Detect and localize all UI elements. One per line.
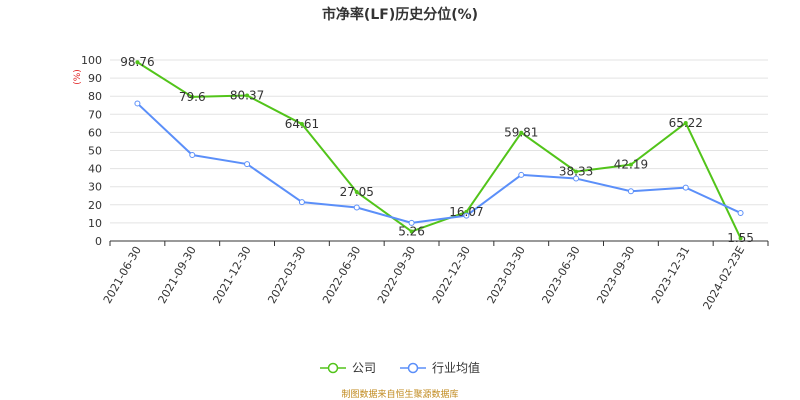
- x-tick-label: 2022-09-30: [375, 244, 418, 306]
- legend-item-industry-avg[interactable]: 行业均值: [400, 359, 480, 376]
- series-line-company: [136, 61, 742, 239]
- data-point-industry-avg: [298, 199, 305, 206]
- data-label: 80.37: [230, 89, 264, 103]
- legend-item-company[interactable]: 公司: [319, 359, 376, 376]
- data-label: 1.55: [727, 231, 754, 245]
- y-tick-label: 80: [88, 90, 102, 103]
- y-tick-label: 90: [88, 72, 102, 85]
- x-tick-label: 2024-02-23E: [700, 244, 747, 312]
- y-tick-label: 20: [88, 199, 102, 212]
- y-tick-label: 10: [88, 217, 102, 230]
- data-point-company: [409, 229, 414, 234]
- data-label: 98.76: [120, 55, 154, 69]
- data-point-company: [683, 120, 688, 125]
- data-point-industry-avg: [573, 175, 580, 182]
- data-label: 64.61: [285, 117, 319, 131]
- y-tick-label: 100: [81, 54, 102, 67]
- data-label: 42.19: [614, 158, 648, 172]
- x-tick-label: 2023-09-30: [594, 244, 637, 306]
- x-tick-label: 2021-12-30: [210, 244, 253, 306]
- y-tick-label: 40: [88, 163, 102, 176]
- x-tick-label: 2023-06-30: [539, 244, 582, 306]
- data-point-industry-avg: [518, 171, 525, 178]
- data-point-company: [190, 94, 195, 99]
- data-point-industry-avg: [189, 152, 196, 159]
- data-point-company: [574, 169, 579, 174]
- data-point-industry-avg: [353, 204, 360, 211]
- y-axis-label: (%): [73, 69, 83, 85]
- chart-legend: 公司 行业均值: [0, 359, 800, 376]
- y-tick-label: 0: [95, 235, 102, 248]
- y-tick-label: 70: [88, 108, 102, 121]
- x-tick-label: 2023-03-30: [485, 244, 528, 306]
- legend-industry-marker: [400, 362, 426, 373]
- y-tick-label: 60: [88, 126, 102, 139]
- y-tick-label: 30: [88, 181, 102, 194]
- x-tick-label: 2022-12-30: [430, 244, 473, 306]
- data-point-industry-avg: [134, 100, 141, 107]
- legend-company-marker: [319, 362, 346, 373]
- data-point-industry-avg: [408, 219, 415, 226]
- series-line-industry-avg: [136, 102, 742, 224]
- data-point-company: [135, 60, 140, 65]
- data-point-industry-avg: [244, 161, 251, 168]
- data-label: 27.05: [340, 185, 374, 199]
- legend-company-label: 公司: [351, 361, 376, 375]
- data-point-industry-avg: [737, 209, 744, 216]
- data-point-industry-avg: [463, 212, 470, 219]
- data-label: 16.07: [449, 205, 483, 219]
- line-chart: 0 10 20 30 40 50 60 70 80 90 100 (%) 2021-06-30 2021-…: [73, 54, 769, 312]
- source-note: 制图数据来自恒生聚源数据库: [341, 390, 459, 400]
- data-label: 59.81: [504, 126, 538, 140]
- data-point-company: [245, 93, 250, 98]
- y-tick-label: 50: [88, 145, 102, 158]
- data-point-company: [354, 190, 359, 195]
- data-point-company: [738, 236, 743, 241]
- data-label: 79.6: [179, 90, 206, 104]
- x-tick-label: 2021-06-30: [101, 244, 144, 306]
- data-point-company: [628, 162, 633, 167]
- chart-title: 市净率(LF)历史分位(%): [321, 7, 479, 23]
- data-label: 5.26: [398, 224, 425, 238]
- data-label: 38.33: [559, 165, 593, 179]
- data-point-company: [299, 122, 304, 127]
- x-tick-label: 2023-12-31: [649, 244, 692, 306]
- data-point-industry-avg: [682, 184, 689, 191]
- data-point-industry-avg: [627, 188, 634, 195]
- x-tick-label: 2021-09-30: [156, 244, 199, 306]
- x-tick-label: 2022-06-30: [320, 244, 363, 306]
- x-tick-label: 2022-03-30: [265, 244, 308, 306]
- legend-industry-label: 行业均值: [432, 361, 481, 375]
- data-label: 65.22: [669, 116, 703, 130]
- data-point-company: [519, 130, 524, 135]
